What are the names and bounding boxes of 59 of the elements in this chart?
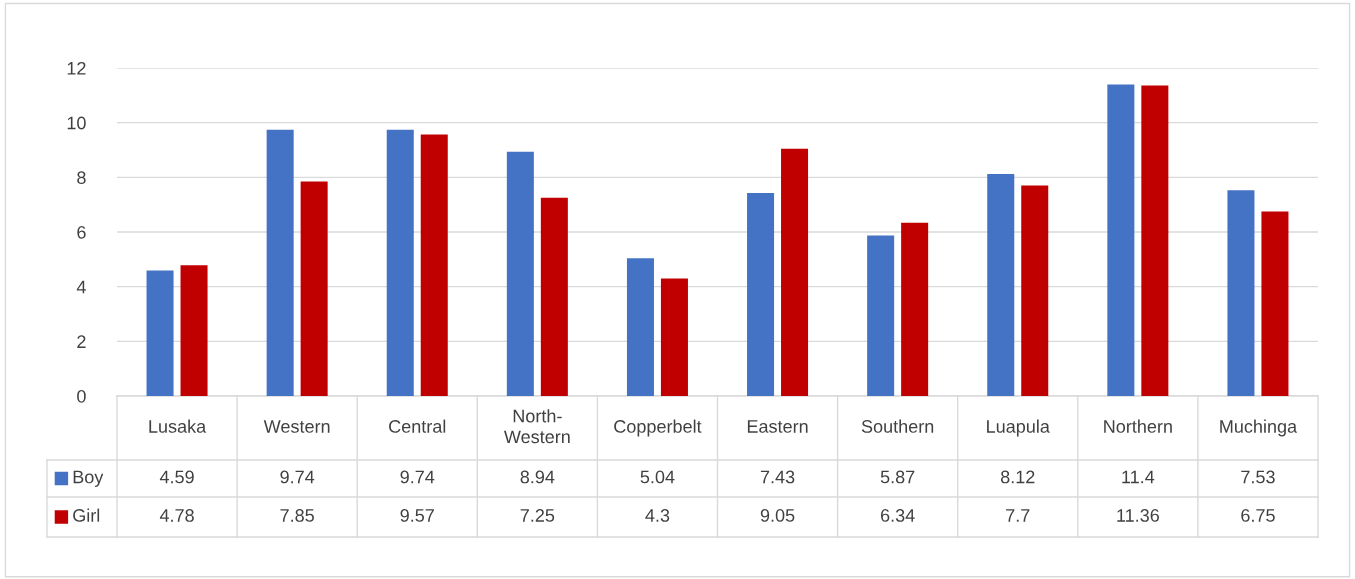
data-label: 6.75 [1241,509,1275,522]
bar [540,197,568,396]
bar [266,129,294,396]
bar [747,192,775,396]
bar [1021,185,1049,396]
bar [1107,84,1135,396]
bar [386,129,414,396]
data-label: 5.87 [880,470,915,484]
data-label: 9.05 [760,509,795,522]
bar [300,181,328,396]
data-label: 9.74 [280,470,315,484]
data-label: 4.59 [159,470,194,484]
x-tick-label: Northern [1104,419,1172,433]
legend-label: Girl [73,508,100,522]
bar [180,265,208,396]
data-label: 4.3 [645,509,670,522]
y-tick-label: 0 [77,389,86,403]
bar [1141,85,1169,396]
data-label: 11.4 [1122,470,1155,484]
y-tick-label: 10 [67,116,86,130]
bar [420,134,448,396]
data-label: 7.25 [520,509,555,522]
x-tick-label: Muchinga [1220,419,1298,437]
bar [146,270,174,396]
bar [1227,190,1255,396]
y-tick-label: 12 [67,61,86,75]
x-tick-label: Western [263,420,330,433]
x-tick-label: Luapula [987,419,1050,437]
y-tick-label: 2 [77,335,86,348]
x-tick-label: Eastern [747,420,808,433]
data-label: 8.12 [1000,470,1035,484]
data-label: 11.36 [1117,509,1159,522]
bar [867,235,895,396]
data-label: 6.34 [881,509,915,522]
bar [506,151,534,396]
bar [901,222,929,396]
bar [1261,211,1289,396]
x-tick-label: Lusaka [149,419,207,433]
data-label: 7.43 [760,470,795,484]
data-label: 9.57 [400,509,434,522]
y-tick-label: 6 [77,225,86,239]
bar [626,258,654,396]
legend-label: Boy [73,470,104,487]
y-tick-label: 8 [77,171,86,185]
data-label: 9.74 [400,470,435,484]
x-tick-label: Southern [861,419,934,433]
x-tick-label: North- Western [503,409,570,444]
bar [781,148,809,396]
x-tick-label: Copperbelt [614,419,702,437]
bar [660,278,688,396]
data-label: 7.85 [280,509,314,522]
data-label: 5.04 [640,470,675,484]
x-tick-label: Central [389,419,446,433]
data-label: 7.7 [1006,509,1030,522]
y-tick-label: 4 [76,280,86,294]
bar [987,174,1015,396]
data-label: 8.94 [520,470,555,484]
data-label: 7.53 [1241,470,1275,484]
data-label: 4.78 [159,509,194,522]
